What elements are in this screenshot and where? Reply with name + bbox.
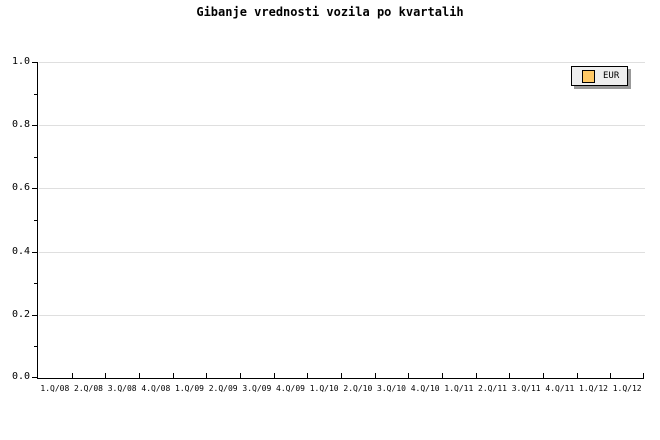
y-tick-label: 1.0 bbox=[11, 56, 30, 67]
x-tick-label: 2.Q/09 bbox=[208, 384, 238, 393]
x-tick-label: 2.Q/10 bbox=[343, 384, 373, 393]
x-tick-label: 1.Q/09 bbox=[175, 384, 204, 393]
y-minor-tick bbox=[34, 94, 38, 95]
x-tick-label: 3.Q/08 bbox=[107, 384, 137, 393]
y-minor-tick bbox=[34, 157, 38, 158]
y-minor-tick bbox=[34, 220, 38, 221]
y-major-tick bbox=[32, 188, 38, 189]
x-tick bbox=[341, 373, 342, 378]
x-tick bbox=[643, 373, 644, 378]
x-tick bbox=[442, 373, 443, 378]
y-major-tick bbox=[32, 377, 38, 378]
y-gridline bbox=[39, 125, 645, 126]
y-major-tick bbox=[32, 252, 38, 253]
x-tick-label: 4.Q/09 bbox=[276, 384, 305, 393]
y-gridline bbox=[39, 252, 645, 253]
x-tick bbox=[577, 373, 578, 378]
y-minor-tick bbox=[34, 283, 38, 284]
y-major-tick bbox=[32, 62, 38, 63]
y-tick-label: 0.6 bbox=[11, 182, 30, 193]
x-tick bbox=[375, 373, 376, 378]
legend-swatch-eur bbox=[582, 69, 595, 83]
x-tick bbox=[105, 373, 106, 378]
y-gridline bbox=[39, 62, 645, 63]
y-major-tick bbox=[32, 125, 38, 126]
y-gridline bbox=[39, 188, 645, 189]
x-tick-label: 1.Q/12 bbox=[579, 384, 608, 393]
x-tick-label: 3.Q/09 bbox=[242, 384, 272, 393]
y-tick-label: 0.8 bbox=[11, 119, 30, 130]
y-tick-label: 0.0 bbox=[11, 371, 30, 382]
x-tick-label: 2.Q/08 bbox=[74, 384, 103, 393]
x-tick bbox=[240, 373, 241, 378]
y-major-tick bbox=[32, 315, 38, 316]
x-tick-label: 4.Q/11 bbox=[545, 384, 575, 393]
x-tick bbox=[543, 373, 544, 378]
plot-area: 0.0 0.2 0.4 0.6 0.8 1.0 1.Q/08 2.Q/08 3.Q/08 4.Q/… bbox=[12, 57, 645, 393]
legend-label: EUR bbox=[603, 71, 620, 81]
x-tick bbox=[274, 373, 275, 378]
x-tick bbox=[509, 373, 510, 378]
legend: EUR bbox=[571, 66, 628, 86]
x-tick-label: 1.Q/08 bbox=[40, 384, 70, 393]
x-tick bbox=[206, 373, 207, 378]
y-minor-tick bbox=[34, 346, 38, 347]
x-tick-label: 1.Q/10 bbox=[309, 384, 339, 393]
x-tick-label: 4.Q/08 bbox=[141, 384, 171, 393]
x-tick bbox=[476, 373, 477, 378]
chart-title: Gibanje vrednosti vozila po kvartalih bbox=[196, 5, 464, 19]
x-tick-label: 1.Q/11 bbox=[444, 384, 474, 393]
x-tick-label: 4.Q/10 bbox=[410, 384, 440, 393]
x-tick-label: 3.Q/10 bbox=[377, 384, 406, 393]
x-tick bbox=[72, 373, 73, 378]
x-tick bbox=[307, 373, 308, 378]
y-tick-label: 0.2 bbox=[11, 309, 30, 320]
x-tick bbox=[173, 373, 174, 378]
x-tick bbox=[408, 373, 409, 378]
x-tick-label: 2.Q/11 bbox=[478, 384, 507, 393]
y-tick-label: 0.4 bbox=[11, 246, 30, 257]
x-tick bbox=[139, 373, 140, 378]
x-tick-label: 3.Q/11 bbox=[511, 384, 541, 393]
y-gridline bbox=[39, 315, 645, 316]
x-tick bbox=[610, 373, 611, 378]
x-tick-label: 1.Q/12 bbox=[612, 384, 642, 393]
